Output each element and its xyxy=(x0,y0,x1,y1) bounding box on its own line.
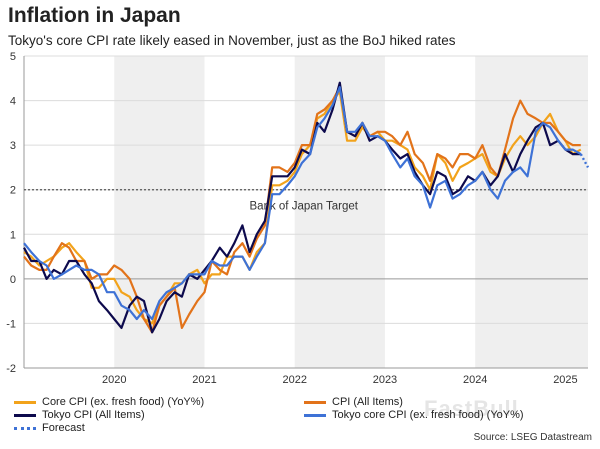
legend-item-tokyo-core: Tokyo core CPI (ex. fresh food) (YoY%) xyxy=(304,409,524,421)
legend-label-cpi-all: CPI (All Items) xyxy=(332,396,403,408)
x-tick-label-4: 2024 xyxy=(463,374,487,386)
y-tick-label-4: 2 xyxy=(10,185,16,197)
x-tick-label-0: 2020 xyxy=(102,374,126,386)
y-axis-ticks: -2 -1 0 1 2 3 4 5 xyxy=(6,51,16,375)
series-line-1 xyxy=(23,86,581,334)
legend-item-cpi-all: CPI (All Items) xyxy=(304,396,403,408)
y-tick-label-5: 3 xyxy=(10,140,16,152)
x-tick-label-3: 2023 xyxy=(373,374,397,386)
source-note: Source: LSEG Datastream xyxy=(473,432,592,443)
y-tick-label-7: 5 xyxy=(10,51,16,63)
legend-item-forecast: Forecast xyxy=(14,422,85,434)
series-line-3 xyxy=(23,86,582,321)
legend-swatch-forecast xyxy=(14,426,36,430)
legend-label-core-cpi: Core CPI (ex. fresh food) (YoY%) xyxy=(42,396,205,408)
chart-subtitle: Tokyo's core CPI rate likely eased in No… xyxy=(8,33,456,48)
watermark: FastBull xyxy=(424,396,519,421)
y-tick-label-2: 0 xyxy=(10,274,16,286)
y-tick-label-3: 1 xyxy=(10,229,16,241)
legend-label-tokyo-cpi: Tokyo CPI (All Items) xyxy=(42,409,145,421)
series-lines xyxy=(23,81,590,334)
series-line-2 xyxy=(23,81,581,334)
legend-label-forecast: Forecast xyxy=(42,422,85,434)
x-axis-ticks: 2020 2021 2022 2023 2024 2025 xyxy=(102,374,578,386)
legend-label-tokyo-core: Tokyo core CPI (ex. fresh food) (YoY%) xyxy=(332,409,524,421)
chart-title: Inflation in Japan xyxy=(8,4,181,27)
line-chart: Bank of Japan Target -2 -1 0 1 2 3 4 5 2020 2021… xyxy=(6,51,590,386)
legend-swatch-core-cpi xyxy=(14,400,36,404)
series-line-0 xyxy=(23,90,582,325)
legend: Core CPI (ex. fresh food) (YoY%) CPI (Al… xyxy=(14,392,594,434)
shaded-period-1 xyxy=(294,56,385,368)
x-tick-label-2: 2022 xyxy=(282,374,306,386)
legend-item-core-cpi: Core CPI (ex. fresh food) (YoY%) xyxy=(14,396,204,408)
target-line: Bank of Japan Target xyxy=(24,189,588,213)
y-tick-label-1: -1 xyxy=(6,318,16,330)
target-line-label: Bank of Japan Target xyxy=(250,201,359,213)
x-tick-label-1: 2021 xyxy=(192,374,216,386)
y-tick-label-6: 4 xyxy=(10,96,16,108)
x-tick-label-5: 2025 xyxy=(553,374,577,386)
legend-swatch-cpi-all xyxy=(304,400,326,404)
shaded-period-2 xyxy=(475,56,588,368)
y-tick-label-0: -2 xyxy=(6,363,16,375)
legend-swatch-tokyo-core xyxy=(304,413,326,417)
legend-swatch-tokyo-cpi xyxy=(14,413,36,417)
legend-item-tokyo-cpi: Tokyo CPI (All Items) xyxy=(14,409,145,421)
